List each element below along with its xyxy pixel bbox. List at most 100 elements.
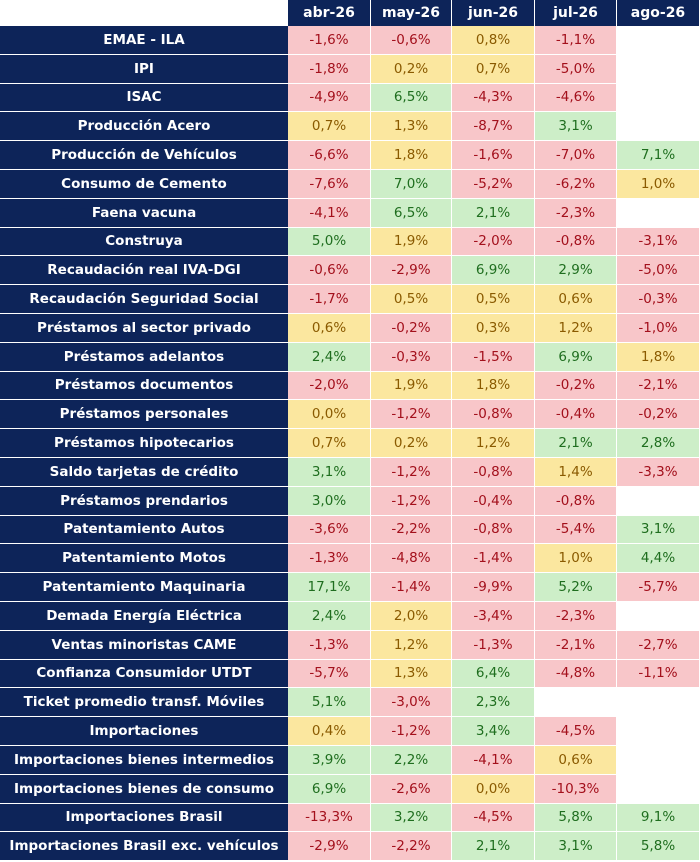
value-cell: 1,0%: [617, 169, 700, 199]
value-cell: -0,2%: [371, 313, 452, 343]
value-cell: -2,6%: [371, 774, 452, 804]
value-cell: -2,0%: [288, 371, 371, 401]
value-cell: 0,6%: [535, 285, 617, 314]
row-label: IPI: [0, 54, 288, 84]
value-cell: -0,2%: [535, 371, 617, 401]
value-cell: 2,8%: [617, 429, 700, 458]
value-cell: -6,2%: [535, 169, 617, 199]
value-cell: 2,3%: [452, 688, 535, 718]
value-cell: -0,3%: [371, 342, 452, 372]
value-cell: -13,3%: [288, 803, 371, 833]
value-cell: -4,5%: [452, 803, 535, 833]
value-cell: 0,8%: [452, 26, 535, 55]
row-label: Préstamos al sector privado: [0, 313, 288, 343]
value-cell: 0,7%: [288, 112, 371, 142]
value-cell: 3,1%: [617, 515, 700, 545]
row-label: ISAC: [0, 83, 288, 113]
value-cell: -1,4%: [371, 573, 452, 602]
value-cell: [617, 83, 700, 113]
value-cell: 0,6%: [288, 313, 371, 343]
value-cell: -2,2%: [371, 515, 452, 545]
row-label: EMAE - ILA: [0, 26, 288, 55]
value-cell: 1,2%: [452, 429, 535, 458]
value-cell: 3,4%: [452, 717, 535, 746]
value-cell: -2,0%: [452, 227, 535, 257]
value-cell: -0,2%: [617, 400, 700, 430]
row-label: Construya: [0, 227, 288, 257]
value-cell: 1,0%: [535, 544, 617, 574]
value-cell: 3,0%: [288, 486, 371, 516]
value-cell: [617, 486, 700, 516]
row-label: Ticket promedio transf. Móviles: [0, 688, 288, 718]
row-label: Importaciones bienes intermedios: [0, 745, 288, 775]
value-cell: 5,8%: [617, 832, 700, 862]
value-cell: -0,6%: [371, 26, 452, 55]
value-cell: 2,1%: [452, 198, 535, 228]
value-cell: 9,1%: [617, 803, 700, 833]
value-cell: 1,8%: [371, 141, 452, 170]
value-cell: 7,0%: [371, 169, 452, 199]
value-cell: -4,9%: [288, 83, 371, 113]
row-label: Ventas minoristas CAME: [0, 630, 288, 660]
row-label: Consumo de Cemento: [0, 169, 288, 199]
value-cell: [617, 601, 700, 631]
row-label: Préstamos personales: [0, 400, 288, 430]
value-cell: 3,1%: [535, 112, 617, 142]
value-cell: -3,1%: [617, 227, 700, 257]
value-cell: -5,4%: [535, 515, 617, 545]
row-label: Importaciones: [0, 717, 288, 746]
value-cell: -0,8%: [452, 457, 535, 487]
value-cell: -5,7%: [617, 573, 700, 602]
value-cell: -1,2%: [371, 717, 452, 746]
value-cell: -7,0%: [535, 141, 617, 170]
value-cell: 0,6%: [535, 745, 617, 775]
value-cell: -4,1%: [452, 745, 535, 775]
value-cell: 4,4%: [617, 544, 700, 574]
value-cell: -0,6%: [288, 256, 371, 286]
value-cell: 5,2%: [535, 573, 617, 602]
value-cell: 3,1%: [535, 832, 617, 862]
value-cell: 5,0%: [288, 227, 371, 257]
value-cell: -4,3%: [452, 83, 535, 113]
value-cell: 6,9%: [288, 774, 371, 804]
value-cell: [617, 112, 700, 142]
value-cell: -1,2%: [371, 400, 452, 430]
value-cell: 0,4%: [288, 717, 371, 746]
row-label: Producción de Vehículos: [0, 141, 288, 170]
row-label: Préstamos documentos: [0, 371, 288, 401]
value-cell: -2,9%: [371, 256, 452, 286]
value-cell: 0,7%: [288, 429, 371, 458]
value-cell: 6,9%: [535, 342, 617, 372]
value-cell: -10,3%: [535, 774, 617, 804]
row-label: Importaciones bienes de consumo: [0, 774, 288, 804]
value-cell: -1,1%: [535, 26, 617, 55]
value-cell: [617, 54, 700, 84]
row-label: Préstamos hipotecarios: [0, 429, 288, 458]
value-cell: 5,8%: [535, 803, 617, 833]
value-cell: -0,8%: [535, 227, 617, 257]
value-cell: 2,2%: [371, 745, 452, 775]
value-cell: 7,1%: [617, 141, 700, 170]
value-cell: 2,9%: [535, 256, 617, 286]
value-cell: [617, 717, 700, 746]
value-cell: [617, 774, 700, 804]
value-cell: -3,0%: [371, 688, 452, 718]
value-cell: [617, 688, 700, 718]
value-cell: 0,5%: [371, 285, 452, 314]
value-cell: [535, 688, 617, 718]
column-header: jul-26: [535, 0, 617, 26]
value-cell: -4,1%: [288, 198, 371, 228]
value-cell: -0,8%: [535, 486, 617, 516]
value-cell: -5,0%: [617, 256, 700, 286]
table-corner: [0, 0, 288, 26]
value-cell: 0,7%: [452, 54, 535, 84]
row-label: Importaciones Brasil exc. vehículos: [0, 832, 288, 862]
row-label: Recaudación Seguridad Social: [0, 285, 288, 314]
value-cell: -1,6%: [452, 141, 535, 170]
value-cell: 6,9%: [452, 256, 535, 286]
value-cell: 6,4%: [452, 659, 535, 689]
value-cell: -1,4%: [452, 544, 535, 574]
value-cell: -0,4%: [452, 486, 535, 516]
row-label: Patentamiento Maquinaria: [0, 573, 288, 602]
